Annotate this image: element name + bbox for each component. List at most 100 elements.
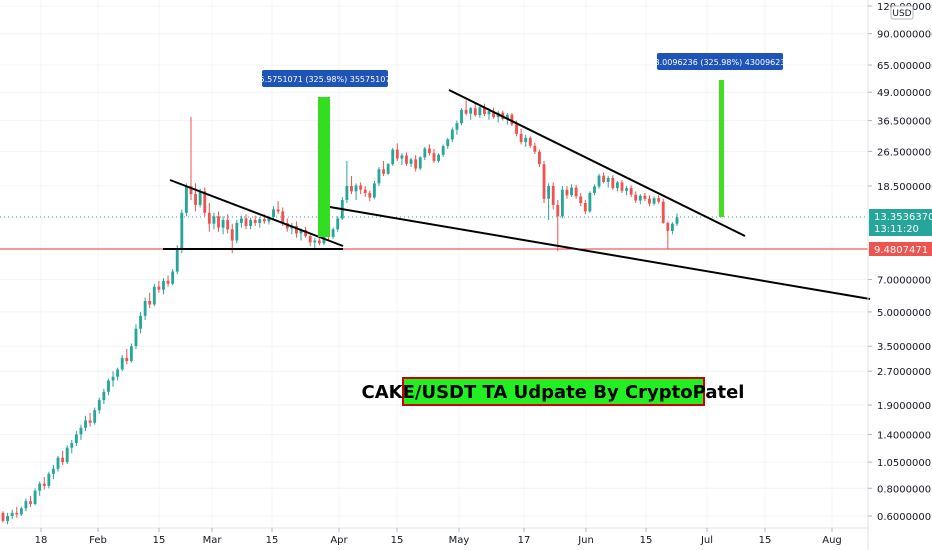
candle-body [249, 219, 253, 227]
candle-body [515, 124, 518, 134]
candle-body [107, 380, 110, 392]
x-tick-label: Mar [203, 535, 223, 546]
candle-body [217, 216, 220, 228]
candle-body [675, 217, 679, 224]
support-price-tag [869, 242, 932, 256]
triangle-upper-trendline [169, 179, 344, 247]
candle-body [272, 209, 275, 218]
candle-body [308, 236, 312, 243]
candle-body [588, 192, 592, 212]
candle-body [643, 195, 647, 199]
candle-body [538, 151, 541, 165]
candle-body [207, 212, 211, 224]
candle-body [441, 146, 445, 155]
candle-body [579, 196, 583, 204]
candle-body [253, 219, 257, 223]
x-tick-label: 15 [153, 535, 166, 546]
candle-body [38, 483, 42, 491]
descending-resistance-trendline [448, 89, 746, 237]
candle-body [97, 400, 101, 411]
candle-body [437, 154, 440, 161]
current-price-tag [869, 209, 932, 236]
candle-body [258, 219, 262, 223]
candle-body [492, 111, 496, 118]
y-tick-label: 18.5000000 [877, 182, 932, 193]
candle-body [602, 175, 606, 182]
y-tick-label: 1.0500000 [877, 458, 931, 469]
candle-body [377, 169, 381, 184]
candle-body [611, 177, 615, 189]
candle-body [212, 216, 216, 224]
y-tick-label: 49.0000000 [877, 88, 932, 99]
candle-body [221, 219, 225, 228]
x-tick-label: 15 [759, 535, 772, 546]
candle-body [134, 328, 138, 347]
measured-move-bar-1 [318, 97, 330, 237]
candle-body [19, 508, 23, 515]
candle-body [533, 145, 537, 152]
candle-body [331, 229, 335, 237]
candle-body [15, 512, 19, 515]
countdown-value: 13:11:20 [874, 224, 919, 235]
candle-body [400, 155, 404, 159]
candle-body [162, 280, 165, 290]
candle-body [24, 501, 28, 509]
candle-body [414, 159, 418, 169]
y-tick-label: 7.0000000 [877, 276, 931, 287]
x-axis[interactable]: 18 Feb 15 Mar 15 Apr 15 May 17 Jun 15 Jul 15 Aug [35, 528, 842, 546]
candle-body [382, 169, 385, 174]
candle-body [56, 457, 60, 469]
candle-body [395, 149, 399, 159]
candle-body [70, 443, 74, 448]
annotation-box-1 [262, 70, 388, 87]
y-axis[interactable]: 120.000000090.000000065.000000049.000000… [868, 2, 932, 523]
candle-body [295, 226, 298, 234]
candle-body [10, 512, 14, 516]
candle-body [450, 129, 454, 140]
candle-body [198, 191, 202, 205]
candle-body [542, 164, 546, 199]
candle-body [157, 286, 161, 290]
candle-body [354, 185, 358, 192]
candle-body [460, 109, 463, 124]
candle-body [171, 271, 175, 284]
x-tick-label: Apr [330, 535, 348, 546]
candle-body [33, 490, 37, 504]
candle-body [281, 211, 285, 223]
candle-body [74, 434, 78, 444]
candle-body [84, 420, 87, 428]
candle-body [267, 217, 271, 222]
x-tick-label: 17 [518, 535, 531, 546]
candle-body [61, 457, 65, 463]
candle-body [483, 107, 486, 115]
candle-body [93, 410, 97, 423]
candle-body [510, 114, 514, 125]
candle-body [574, 187, 578, 197]
candle-body [230, 229, 234, 241]
currency-badge[interactable] [890, 5, 914, 20]
candle-body [638, 195, 642, 201]
y-tick-label: 36.5000000 [877, 117, 932, 128]
candle-body [556, 204, 560, 217]
candle-body [625, 188, 628, 191]
candle-body [528, 137, 532, 146]
candle-body [615, 182, 619, 189]
measured-move-bar-2 [719, 80, 724, 217]
x-tick-label: May [449, 535, 470, 546]
candle-body [652, 198, 656, 204]
candle-body [427, 148, 431, 154]
candle-body [304, 230, 308, 237]
candle-body [240, 218, 243, 223]
currency-label: USD [892, 9, 911, 19]
candle-body [657, 198, 661, 202]
candle-body [88, 420, 92, 423]
candle-body [125, 357, 129, 362]
candle-body [359, 185, 363, 190]
candle-body [446, 139, 450, 147]
candle-body [560, 189, 564, 217]
candle-body [139, 315, 142, 329]
current-price-value: 13.3536370 [874, 212, 932, 223]
candle-body [593, 186, 596, 193]
candle-body [29, 501, 32, 504]
